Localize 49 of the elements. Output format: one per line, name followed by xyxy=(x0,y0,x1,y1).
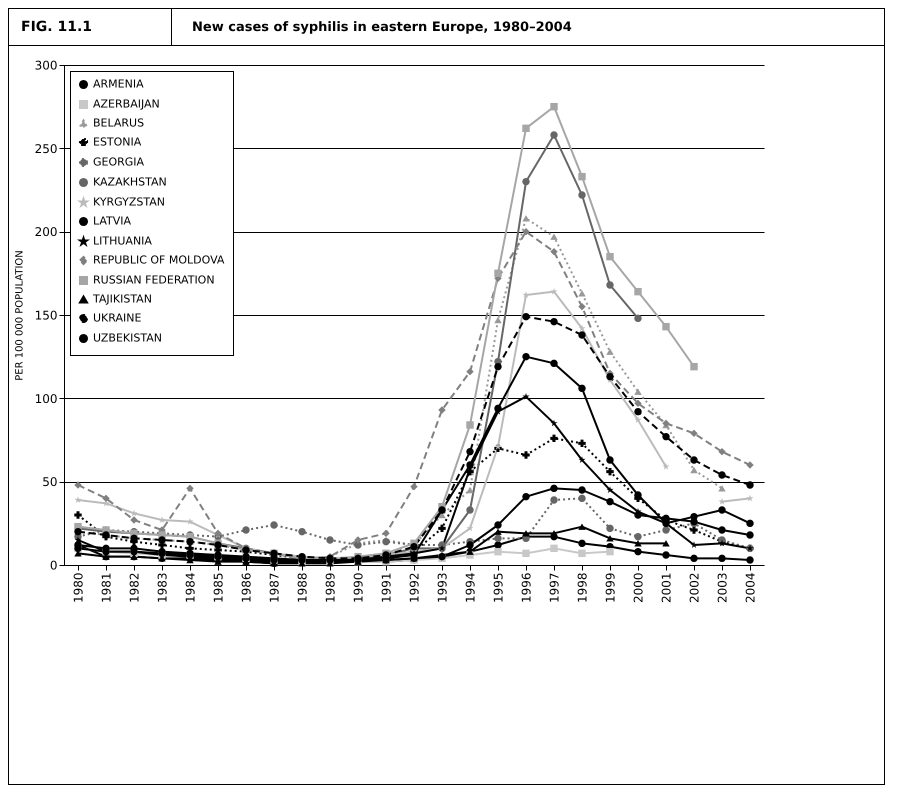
x-tick-label: 1983 xyxy=(156,572,170,604)
legend-label: KAZAKHSTAN xyxy=(93,176,167,188)
x-tick-label: 1986 xyxy=(240,572,254,604)
x-tick-label: 1996 xyxy=(520,572,534,604)
x-tick-label: 1994 xyxy=(464,572,478,604)
y-tick-label: 0 xyxy=(50,558,58,572)
y-axis-title: PER 100 000 POPULATION xyxy=(14,250,26,381)
x-tick-label: 1998 xyxy=(576,572,590,604)
y-tick-label: 50 xyxy=(42,475,58,490)
x-tick-label: 1988 xyxy=(296,572,310,604)
legend-label: TAJIKISTAN xyxy=(92,292,152,306)
y-tick-label: 100 xyxy=(34,392,58,406)
y-tick-label: 250 xyxy=(34,142,58,156)
legend-label: LATVIA xyxy=(93,214,132,228)
x-tick-label: 1997 xyxy=(548,572,562,604)
x-tick-label: 1982 xyxy=(128,572,142,604)
legend-label: LITHUANIA xyxy=(93,234,152,248)
y-tick-label: 300 xyxy=(34,58,58,72)
x-tick-label: 1984 xyxy=(184,572,198,604)
x-tick-label: 1993 xyxy=(436,572,450,604)
caption: FIG. 11.1 xyxy=(9,9,172,45)
x-tick-label: 1990 xyxy=(352,572,366,604)
legend-label: UZBEKISTAN xyxy=(93,332,162,344)
y-tick-label: 150 xyxy=(34,308,58,322)
x-tick-label: 1995 xyxy=(492,572,506,604)
legend-label: RUSSIAN FEDERATION xyxy=(93,274,215,286)
x-tick-label: 1985 xyxy=(212,572,226,604)
legend-label: ARMENIA xyxy=(93,78,144,90)
legend-label: KYRGYZSTAN xyxy=(93,196,166,208)
x-tick-label: 2003 xyxy=(716,572,730,604)
legend-label: UKRAINE xyxy=(93,312,142,324)
x-tick-label: 1989 xyxy=(324,572,338,604)
legend-label: GEORGIA xyxy=(93,156,145,168)
x-tick-label: 1999 xyxy=(604,572,618,604)
x-tick-label: 2004 xyxy=(744,572,758,604)
legend-label: AZERBAIJAN xyxy=(93,98,160,110)
chart-title: New cases of syphilis in eastern Europe, 1980–2004 xyxy=(191,20,572,34)
x-tick-label: 1981 xyxy=(100,572,114,604)
legend-label: BELARUS xyxy=(93,116,144,130)
x-tick-label: 1991 xyxy=(380,572,394,604)
x-tick-label: 1992 xyxy=(408,572,422,604)
x-tick-label: 2002 xyxy=(688,572,702,604)
x-tick-label: 2000 xyxy=(632,572,646,604)
x-tick-label: 2001 xyxy=(660,572,674,604)
x-tick-label: 1980 xyxy=(72,572,86,604)
legend-label: REPUBLIC OF MOLDOVA xyxy=(93,254,225,266)
legend-label: ESTONIA xyxy=(93,136,142,148)
y-tick-label: 200 xyxy=(34,225,58,240)
x-tick-label: 1987 xyxy=(268,572,282,604)
